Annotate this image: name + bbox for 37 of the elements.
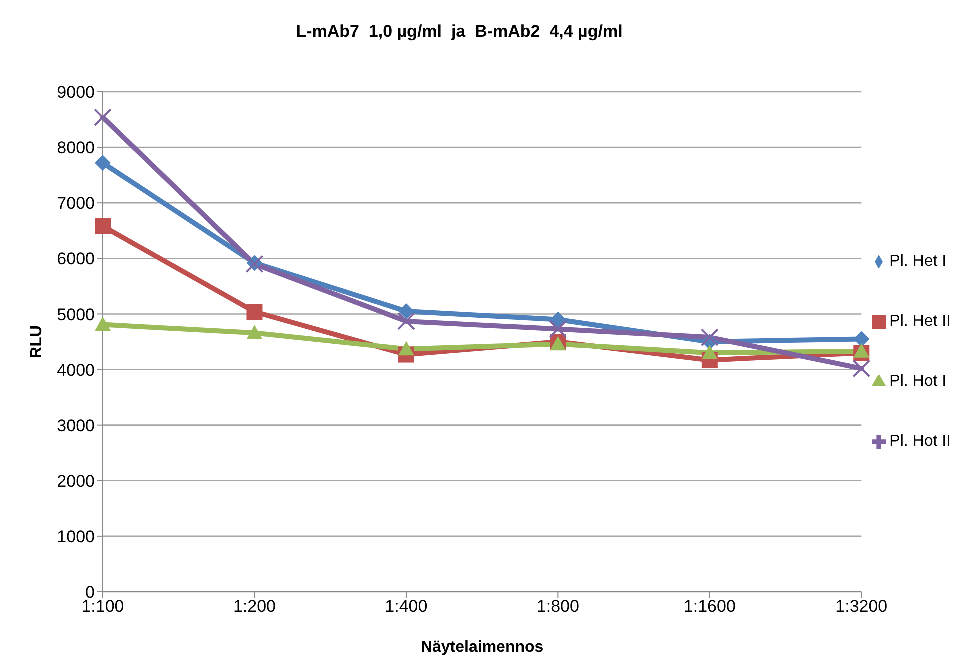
y-tick-label: 8000 [57,138,95,158]
legend-label: Pl. Hot II [890,433,951,450]
point [94,108,112,127]
y-tick-label: 9000 [57,83,95,102]
point [852,360,871,378]
point [95,218,111,234]
point [700,328,719,347]
legend-label: Pl. Het I [890,253,947,270]
y-tick-label: 7000 [57,194,95,214]
y-tick-label: 4000 [57,360,95,380]
x-tick-label: 1:100 [82,597,124,616]
y-axis-title: RLU [28,326,46,358]
point [702,345,718,360]
point [398,341,414,356]
x-tick-label: 1:3200 [836,597,888,616]
y-tick-label: 5000 [57,305,95,324]
point [854,343,870,358]
x-tick-label: 1:1600 [684,597,736,616]
point [397,312,416,330]
x-tick-label: 1:800 [536,597,580,616]
legend-label: Pl. Hot I [890,373,947,390]
point [95,316,111,332]
point [398,303,414,320]
point [246,304,263,320]
y-tick-label: 1000 [57,527,95,546]
y-tick-label: 6000 [57,250,95,269]
x-tick-label: 1:200 [233,597,276,616]
x-tick-label: 1:400 [385,597,428,616]
x-axis-title: Näytelaimennos [420,639,544,656]
point [246,325,263,340]
y-tick-label: 2000 [57,472,95,491]
chart-title: L-mAb7 1,0 µg/ml ja B-mAb2 4,4 µg/ml [295,21,624,42]
y-tick-label: 3000 [57,416,95,436]
legend-label: Pl. Het II [890,313,951,330]
point [95,155,111,172]
point [550,312,566,328]
point [549,320,568,338]
